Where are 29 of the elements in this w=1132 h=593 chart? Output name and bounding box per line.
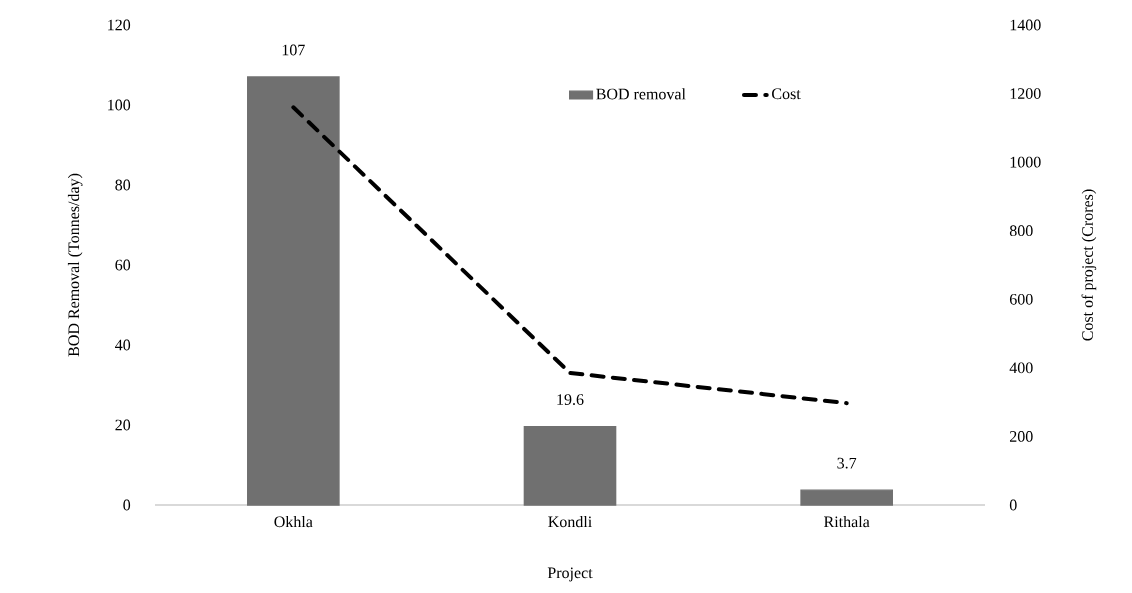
x-axis-title: Project bbox=[547, 567, 593, 582]
y-tick-label: 80 bbox=[115, 179, 131, 191]
y-tick-label: 60 bbox=[115, 259, 131, 271]
y-tick-label: 100 bbox=[108, 99, 131, 111]
x-tick-label: Okhla bbox=[274, 515, 313, 528]
x-tick-label: Kondli bbox=[548, 515, 592, 528]
y-axis-title: BOD Removal (Tonnes/day) bbox=[67, 173, 83, 357]
data-label: 3.7 bbox=[837, 457, 857, 469]
legend-label: Cost bbox=[772, 88, 801, 100]
data-label: 107 bbox=[282, 44, 305, 56]
bar bbox=[523, 425, 617, 506]
y2-tick-label: 1000 bbox=[1010, 156, 1041, 168]
y-tick-label: 20 bbox=[115, 419, 131, 431]
y-tick-label: 0 bbox=[123, 499, 131, 511]
bar bbox=[800, 489, 893, 506]
y2-tick-label: 800 bbox=[1009, 225, 1033, 237]
y2-tick-label: 400 bbox=[1009, 362, 1033, 374]
y-tick-label: 120 bbox=[108, 19, 131, 31]
bar bbox=[247, 76, 340, 506]
y2-tick-label: 1200 bbox=[1010, 88, 1041, 99]
y2-axis-title: Cost of project (Crores) bbox=[1081, 189, 1097, 341]
data-label: 19.6 bbox=[557, 394, 584, 405]
y2-tick-label: 1400 bbox=[1010, 19, 1041, 31]
y2-tick-label: 600 bbox=[1009, 293, 1033, 305]
y-tick-label: 40 bbox=[115, 339, 131, 351]
y2-tick-label: 0 bbox=[1009, 499, 1017, 511]
y2-tick-label: 200 bbox=[1009, 431, 1033, 442]
x-tick-label: Rithala bbox=[824, 515, 870, 528]
legend-label: BOD removal bbox=[596, 88, 686, 100]
